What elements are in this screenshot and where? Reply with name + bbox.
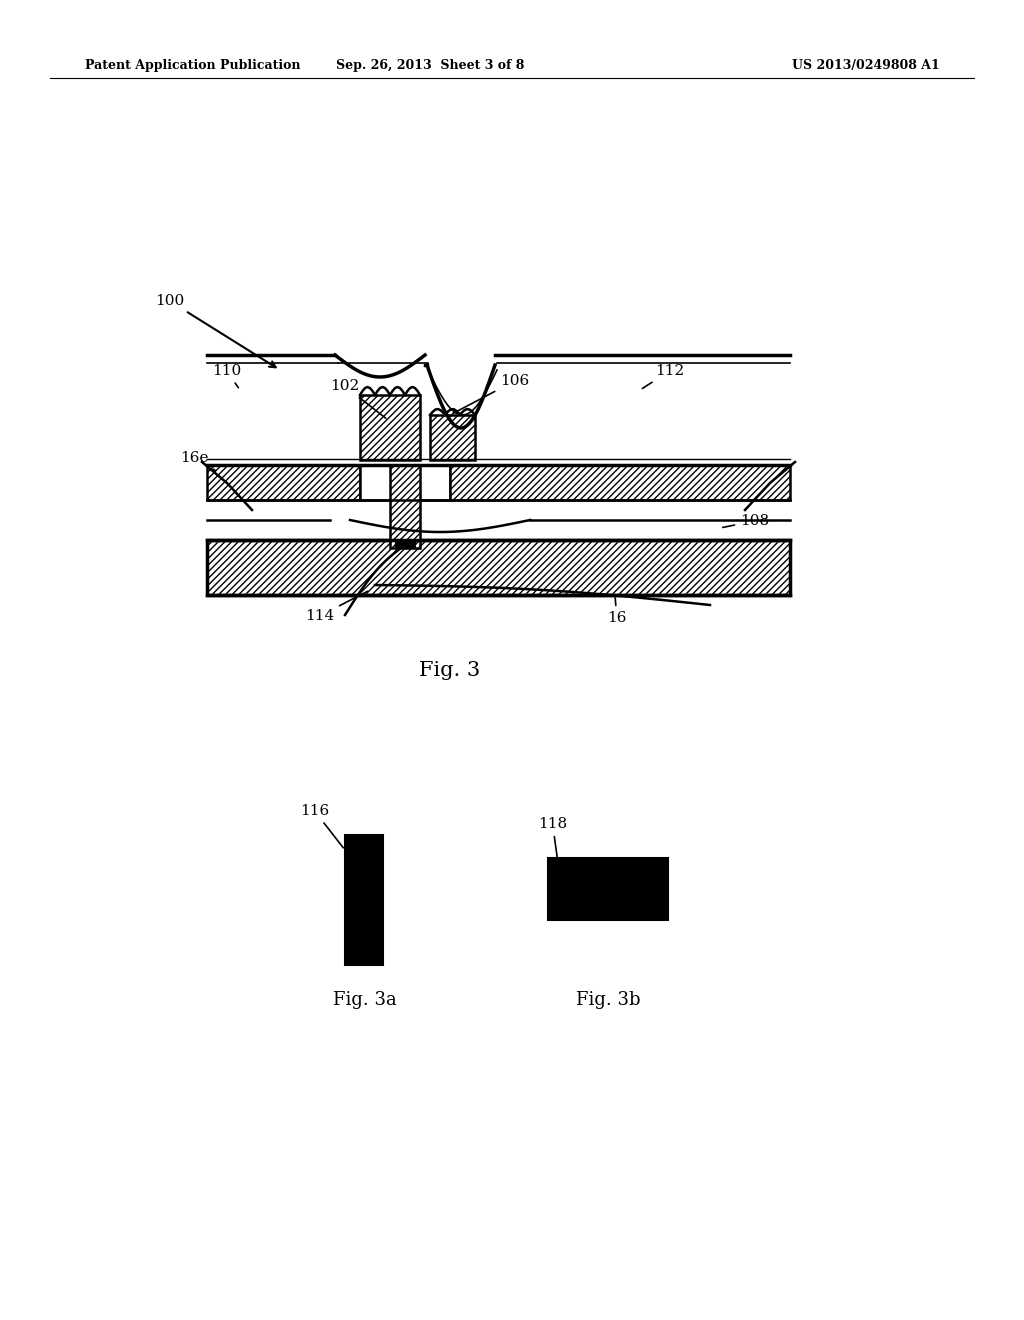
Text: Fig. 3a: Fig. 3a bbox=[333, 991, 397, 1008]
Bar bbox=[548, 858, 668, 920]
Text: 110: 110 bbox=[212, 364, 242, 388]
Text: 16: 16 bbox=[607, 598, 627, 624]
Text: US 2013/0249808 A1: US 2013/0249808 A1 bbox=[793, 58, 940, 71]
Text: 100: 100 bbox=[155, 294, 275, 367]
Bar bbox=[430, 414, 475, 459]
Bar bbox=[207, 540, 790, 595]
Text: 108: 108 bbox=[723, 513, 769, 528]
Text: 106: 106 bbox=[453, 374, 529, 413]
Text: Fig. 3: Fig. 3 bbox=[420, 660, 480, 680]
Bar bbox=[207, 465, 360, 500]
Text: 112: 112 bbox=[642, 364, 684, 388]
Text: 114: 114 bbox=[305, 591, 368, 623]
Text: Fig. 3b: Fig. 3b bbox=[575, 991, 640, 1008]
Bar bbox=[390, 465, 420, 548]
Text: Sep. 26, 2013  Sheet 3 of 8: Sep. 26, 2013 Sheet 3 of 8 bbox=[336, 58, 524, 71]
Bar bbox=[360, 465, 450, 500]
Bar bbox=[450, 465, 790, 500]
Text: Patent Application Publication: Patent Application Publication bbox=[85, 58, 300, 71]
Text: 118: 118 bbox=[538, 817, 567, 861]
Bar bbox=[395, 540, 415, 548]
Text: 16e: 16e bbox=[180, 451, 216, 471]
Text: 102: 102 bbox=[330, 379, 386, 418]
Text: 116: 116 bbox=[300, 804, 343, 847]
Bar bbox=[345, 836, 383, 965]
Bar bbox=[360, 395, 420, 459]
